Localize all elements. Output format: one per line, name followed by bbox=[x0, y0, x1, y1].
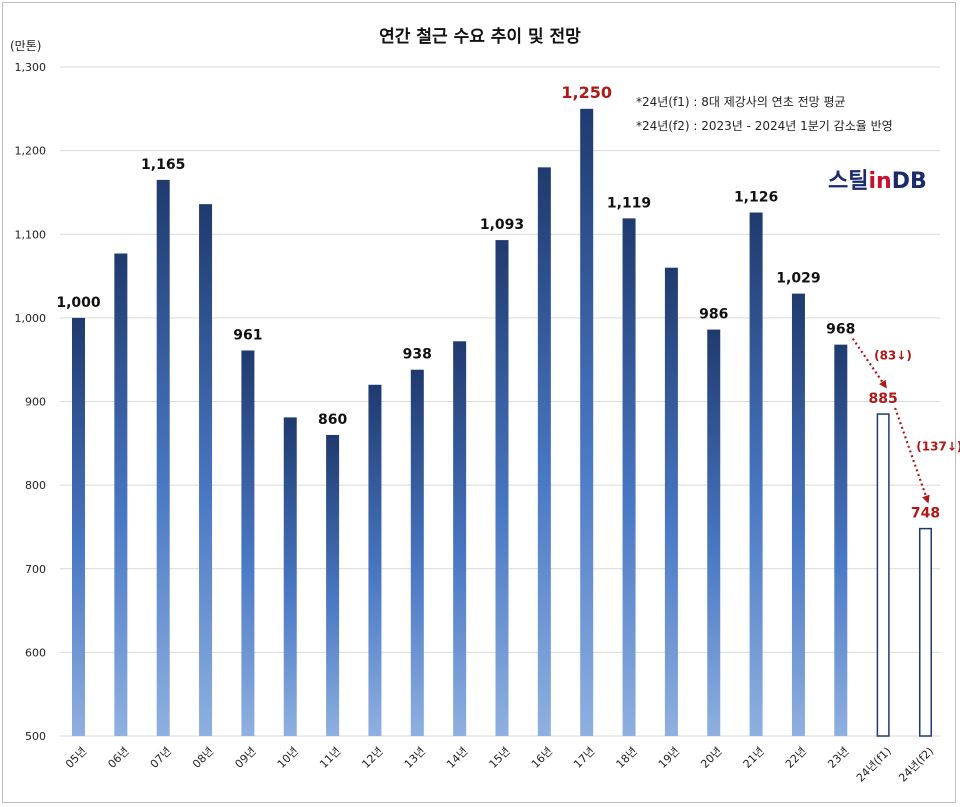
bar bbox=[537, 167, 551, 737]
data-label: 938 bbox=[403, 347, 432, 363]
bar bbox=[707, 329, 721, 736]
bar bbox=[72, 317, 85, 736]
chart-title: 연간 철근 수요 추이 및 전망 bbox=[379, 27, 581, 47]
x-tick-label: 20년 bbox=[698, 745, 724, 771]
svg-text:스틸inDB: 스틸inDB bbox=[828, 169, 927, 194]
x-tick-label: 11년 bbox=[317, 745, 343, 771]
x-tick-label: 14년 bbox=[444, 745, 470, 771]
bar bbox=[114, 253, 128, 736]
bars bbox=[72, 108, 932, 737]
data-label: 1,093 bbox=[480, 217, 524, 233]
y-tick-label: 1,300 bbox=[15, 61, 47, 74]
data-label: 1,126 bbox=[734, 190, 778, 206]
x-tick-label: 06년 bbox=[105, 745, 131, 771]
x-tick-label: 18년 bbox=[614, 745, 640, 771]
x-tick-label: 16년 bbox=[529, 745, 555, 771]
x-tick-label: 22년 bbox=[783, 745, 809, 771]
data-label: 1,029 bbox=[776, 271, 820, 287]
bar bbox=[580, 108, 594, 736]
y-tick-label: 500 bbox=[25, 730, 46, 743]
y-tick-label: 700 bbox=[25, 563, 46, 576]
bar bbox=[749, 212, 763, 736]
note-f1: *24년(f1) : 8대 제강사의 연초 전망 평균 bbox=[636, 95, 846, 109]
bar bbox=[156, 179, 170, 737]
logo-text-right: DB bbox=[892, 169, 927, 194]
x-tick-label: 12년 bbox=[359, 745, 385, 771]
bar bbox=[834, 344, 848, 736]
x-tick-label: 07년 bbox=[148, 745, 174, 771]
bar bbox=[368, 384, 382, 736]
x-tick-label: 19년 bbox=[656, 745, 682, 771]
x-tick-label: 24년(f2) bbox=[896, 745, 936, 785]
x-tick-label: 24년(f1) bbox=[854, 745, 894, 785]
x-tick-label: 21년 bbox=[741, 745, 767, 771]
x-axis-ticks: 05년 06년 07년 08년 09년 10년 11년 12년 13년 14년 15년 16년 17년 1… bbox=[63, 745, 936, 785]
data-label: 748 bbox=[911, 506, 940, 522]
bar bbox=[664, 267, 678, 736]
bar bbox=[495, 240, 509, 736]
data-label: 986 bbox=[699, 307, 728, 323]
logo-text-mid: in bbox=[868, 169, 891, 194]
delta-label: (83↓) bbox=[874, 348, 912, 362]
data-label: 968 bbox=[826, 322, 855, 338]
data-label: 961 bbox=[233, 327, 262, 343]
steelindb-logo: 스틸inDB bbox=[828, 169, 927, 194]
bar-forecast bbox=[919, 527, 932, 737]
bar bbox=[199, 204, 213, 736]
bar bbox=[791, 293, 805, 736]
data-label: 885 bbox=[869, 391, 898, 407]
logo-text-left: 스틸 bbox=[828, 169, 868, 194]
bar bbox=[453, 341, 467, 736]
data-label: 1,250 bbox=[561, 83, 612, 102]
bar bbox=[326, 434, 340, 736]
delta-annotations: (83↓) (137↓) bbox=[851, 338, 960, 504]
bar-forecast bbox=[876, 413, 890, 737]
data-label: 860 bbox=[318, 412, 347, 428]
y-tick-label: 600 bbox=[25, 646, 46, 659]
data-label: 1,000 bbox=[56, 295, 101, 311]
x-tick-label: 10년 bbox=[275, 745, 301, 771]
x-tick-label: 05년 bbox=[63, 745, 89, 771]
x-tick-label: 13년 bbox=[402, 745, 428, 771]
data-labels: 1,000 1,165 961 860 938 1,093 1,250 1,119 986 1,1… bbox=[56, 83, 940, 522]
bar bbox=[241, 350, 255, 736]
bar bbox=[283, 417, 297, 736]
delta-label: (137↓) bbox=[916, 439, 960, 453]
y-tick-label: 1,100 bbox=[15, 228, 47, 241]
note-f2: *24년(f2) : 2023년 - 2024년 1분기 감소율 반영 bbox=[636, 119, 893, 133]
y-tick-label: 1,000 bbox=[15, 312, 47, 325]
data-label: 1,165 bbox=[141, 157, 185, 173]
x-tick-label: 15년 bbox=[487, 745, 513, 771]
x-tick-label: 09년 bbox=[232, 745, 258, 771]
data-label: 1,119 bbox=[607, 195, 651, 211]
x-tick-label: 23년 bbox=[825, 745, 851, 771]
y-axis-ticks: 500 600 700 800 900 1,000 1,100 1,200 1,300 bbox=[15, 61, 47, 743]
y-tick-label: 900 bbox=[25, 396, 46, 409]
y-tick-label: 1,200 bbox=[15, 145, 47, 158]
bar bbox=[622, 218, 636, 736]
x-tick-label: 08년 bbox=[190, 745, 216, 771]
delta-arrow bbox=[894, 407, 930, 504]
bar bbox=[410, 369, 424, 736]
y-tick-label: 800 bbox=[25, 479, 46, 492]
y-axis-unit-label: (만톤) bbox=[10, 39, 41, 53]
x-tick-label: 17년 bbox=[571, 745, 597, 771]
